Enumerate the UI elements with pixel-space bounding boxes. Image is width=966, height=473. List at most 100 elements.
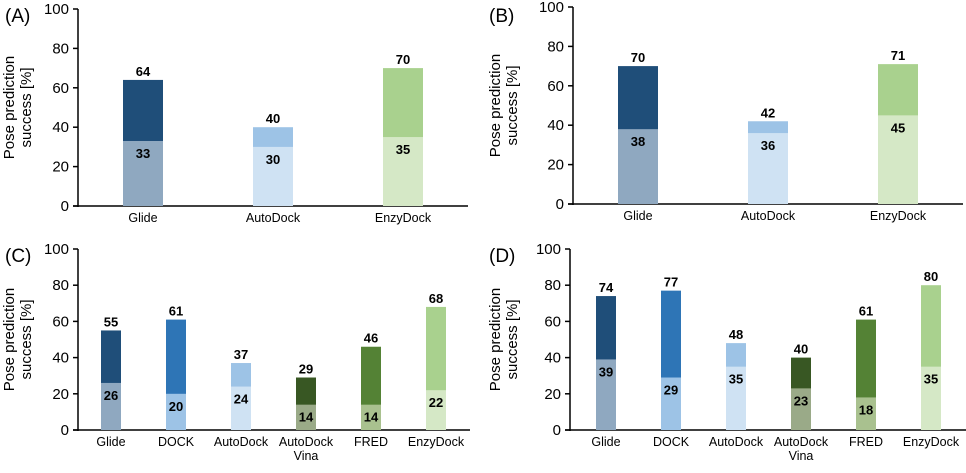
y-axis-label: Pose prediction: [1, 56, 18, 159]
bar-bottom: [123, 140, 163, 206]
y-axis-label: Pose prediction: [487, 54, 504, 157]
y-tick-label: 20: [547, 157, 564, 174]
x-tick-label: Vina: [789, 449, 814, 463]
data-label-total: 68: [429, 291, 443, 306]
x-tick-label: AutoDock: [774, 435, 829, 449]
panel-label: (A): [5, 6, 30, 27]
x-tick-label: Glide: [623, 209, 652, 223]
x-tick-label: DOCK: [158, 435, 195, 449]
data-label-bottom: 26: [104, 388, 118, 403]
y-axis-label: success [%]: [504, 65, 521, 145]
x-tick-label: EnzyDock: [408, 435, 465, 449]
y-axis-label: Pose prediction: [487, 288, 504, 391]
panel-label: (D): [489, 246, 515, 267]
x-tick-label: FRED: [354, 435, 388, 449]
data-label-total: 37: [234, 347, 248, 362]
data-label-total: 70: [631, 50, 645, 65]
data-label-bottom: 20: [169, 399, 183, 414]
panel-label: (C): [5, 246, 31, 267]
data-label-bottom: 35: [924, 372, 938, 387]
x-tick-label: EnzyDock: [903, 435, 960, 449]
bar-bottom: [101, 382, 121, 430]
panel-d: (D) Pose prediction success [%] 0 20 40 60 80 10…: [487, 241, 966, 463]
x-tick-label: Glide: [96, 435, 125, 449]
y-axis-label: success [%]: [18, 299, 35, 379]
data-label-bottom: 45: [891, 120, 905, 135]
data-label-total: 29: [299, 362, 313, 377]
data-label-total: 48: [729, 327, 743, 342]
data-label-bottom: 24: [234, 392, 249, 407]
data-label-total: 61: [169, 304, 183, 319]
x-tick-label: DOCK: [653, 435, 690, 449]
y-tick-label: 80: [52, 277, 69, 294]
bar-bottom: [383, 137, 423, 206]
y-tick-label: 100: [539, 0, 564, 16]
y-tick-label: 20: [544, 386, 561, 403]
y-tick-label: 60: [544, 313, 561, 330]
data-label-total: 40: [794, 342, 808, 357]
y-tick-label: 40: [52, 119, 69, 136]
data-label-bottom: 35: [729, 372, 743, 387]
data-label-bottom: 29: [664, 383, 678, 398]
bar-bottom: [856, 397, 876, 430]
bar-bottom: [921, 366, 941, 430]
data-label-total: 40: [266, 111, 280, 126]
bar-bottom: [661, 377, 681, 430]
data-label-bottom: 38: [631, 134, 645, 149]
bar-bottom: [296, 404, 316, 430]
data-label-bottom: 23: [794, 393, 808, 408]
panel-label: (B): [489, 6, 514, 27]
x-tick-label: AutoDock: [246, 211, 301, 225]
y-tick-label: 60: [547, 78, 564, 95]
bar-bottom: [166, 393, 186, 430]
data-label-total: 42: [761, 105, 775, 120]
y-tick-label: 100: [44, 1, 69, 18]
x-tick-label: AutoDock: [709, 435, 764, 449]
data-label-total: 46: [364, 331, 378, 346]
data-label-bottom: 36: [761, 138, 775, 153]
y-axis-label: success [%]: [18, 67, 35, 147]
y-tick-label: 20: [52, 159, 69, 176]
y-tick-label: 60: [52, 80, 69, 97]
data-label-bottom: 39: [599, 364, 613, 379]
panel-a: (A) Pose prediction success [%] 0 20 40 60 80 10…: [1, 1, 468, 225]
bar-bottom: [596, 359, 616, 430]
data-label-total: 64: [136, 64, 151, 79]
y-tick-label: 40: [544, 350, 561, 367]
x-tick-label: EnzyDock: [870, 209, 927, 223]
y-tick-label: 100: [44, 241, 69, 258]
bar-bottom: [361, 404, 381, 430]
y-tick-label: 60: [52, 313, 69, 330]
bar-bottom: [791, 388, 811, 430]
x-tick-label: AutoDock: [214, 435, 269, 449]
data-label-bottom: 14: [299, 410, 314, 425]
y-tick-label: 0: [61, 422, 69, 439]
y-tick-label: 0: [61, 198, 69, 215]
panel-c: (C) Pose prediction success [%] 0 20 40 60 80 10…: [1, 241, 470, 463]
x-tick-label: Glide: [591, 435, 620, 449]
y-tick-label: 0: [556, 196, 564, 213]
y-tick-label: 80: [547, 38, 564, 55]
y-tick-label: 40: [547, 117, 564, 134]
y-tick-label: 40: [52, 350, 69, 367]
y-axis-label: success [%]: [504, 299, 521, 379]
bar-bottom: [726, 366, 746, 430]
data-label-bottom: 35: [396, 142, 410, 157]
data-label-bottom: 30: [266, 152, 280, 167]
bar-bottom: [618, 129, 658, 204]
x-tick-label: AutoDock: [741, 209, 796, 223]
x-tick-label: FRED: [849, 435, 883, 449]
data-label-total: 71: [891, 48, 905, 63]
data-label-bottom: 33: [136, 146, 150, 161]
data-label-total: 77: [664, 275, 678, 290]
x-tick-label: AutoDock: [279, 435, 334, 449]
y-tick-label: 80: [52, 40, 69, 57]
bar-bottom: [231, 386, 251, 430]
y-axis-label: Pose prediction: [1, 288, 18, 391]
panel-b: (B) Pose prediction success [%] 0 20 40 60 80 10…: [487, 0, 963, 223]
x-tick-label: Glide: [128, 211, 157, 225]
bar-bottom: [253, 146, 293, 206]
data-label-total: 74: [599, 280, 614, 295]
y-tick-label: 80: [544, 277, 561, 294]
data-label-bottom: 14: [364, 410, 379, 425]
